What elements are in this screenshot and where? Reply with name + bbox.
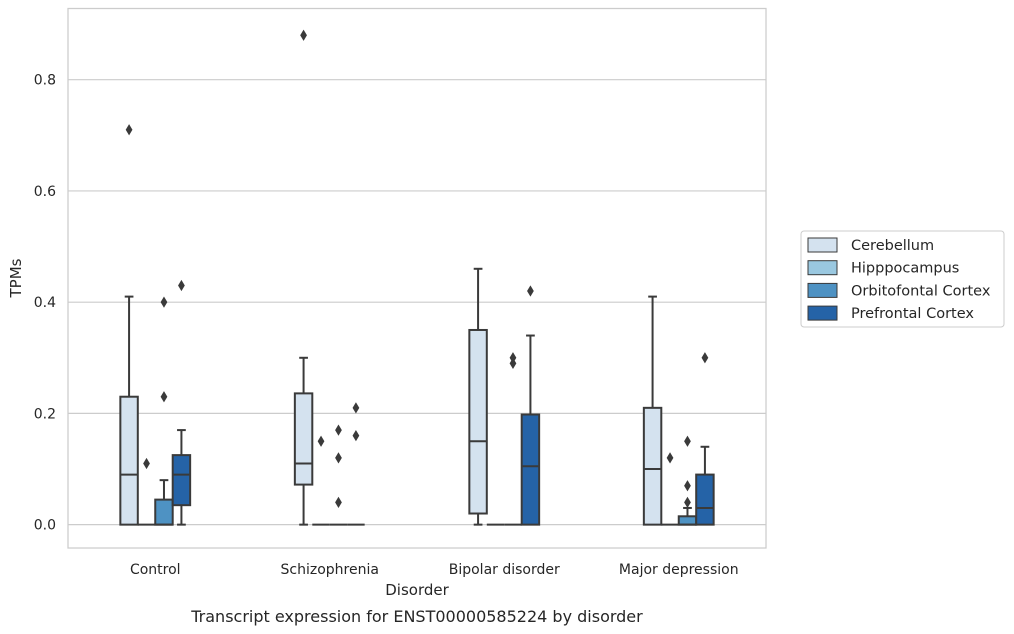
- box-element: [520, 285, 541, 526]
- x-axis-ticks: Control Schizophrenia Bipolar disorder Majo…: [130, 562, 739, 578]
- outlier-point: [125, 124, 133, 136]
- box-body: [520, 413, 541, 526]
- legend-label: Orbitofontal Cortex: [851, 283, 991, 299]
- box-element: [312, 435, 330, 526]
- outlier-point: [143, 457, 150, 470]
- outlier-point: [509, 352, 517, 364]
- outlier-point: [300, 29, 307, 41]
- outlier-point: [160, 391, 168, 403]
- box-element: [642, 295, 663, 526]
- y-axis-label: TPMs: [7, 258, 25, 298]
- outlier-point: [684, 435, 691, 447]
- y-axis-ticks: 0.0 0.2 0.4 0.6 0.8: [34, 73, 56, 534]
- series-group: [171, 279, 715, 526]
- legend-label: Cerebellum: [851, 238, 934, 254]
- box-element: [677, 435, 698, 526]
- box-element: [661, 452, 679, 526]
- chart-caption: Transcript expression for ENST0000058522…: [190, 607, 643, 626]
- box-body: [293, 392, 314, 486]
- box-element: [347, 402, 365, 526]
- box-element: [504, 352, 522, 526]
- x-tick-label: Schizophrenia: [281, 562, 379, 578]
- box-body: [468, 328, 488, 515]
- box-element: [119, 124, 139, 526]
- x-axis-label: Disorder: [385, 581, 449, 599]
- y-tick-label: 0.6: [34, 184, 56, 200]
- outlier-point: [335, 452, 342, 464]
- legend-label: Hipppocampus: [851, 261, 959, 277]
- series-group: [154, 296, 698, 526]
- legend-label: Prefrontal Cortex: [851, 306, 974, 322]
- plot-frame: [67, 7, 767, 549]
- x-tick-label: Control: [130, 562, 181, 578]
- box-body: [119, 395, 139, 526]
- outlier-point: [684, 480, 691, 492]
- box-element: [137, 457, 156, 526]
- outlier-point: [666, 452, 674, 464]
- box-element: [171, 279, 192, 526]
- y-tick-label: 0.8: [34, 73, 56, 89]
- y-tick-label: 0.2: [34, 406, 56, 422]
- box-element: [468, 267, 488, 526]
- outlier-point: [352, 430, 360, 442]
- box-body: [171, 454, 192, 507]
- outlier-point: [335, 424, 342, 436]
- box-body: [154, 498, 174, 526]
- series-group: [137, 435, 679, 526]
- outlier-point: [684, 496, 691, 509]
- outlier-point: [160, 296, 168, 308]
- legend-frame: [800, 230, 1005, 328]
- x-tick-label: Bipolar disorder: [449, 562, 560, 578]
- x-tick-label: Major depression: [619, 562, 739, 578]
- legend-swatch: [807, 260, 838, 276]
- box-element: [293, 29, 314, 526]
- legend-swatch: [807, 237, 838, 253]
- box-element: [695, 352, 715, 526]
- box-body: [695, 473, 715, 526]
- outlier-point: [352, 402, 360, 414]
- outlier-point: [701, 352, 709, 364]
- box-element: [329, 424, 348, 526]
- legend-swatch: [807, 305, 838, 321]
- y-tick-label: 0.0: [34, 518, 56, 534]
- legend: Cerebellum Hipppocampus Orbitofontal Corte…: [800, 230, 1005, 328]
- box-body: [677, 515, 698, 526]
- outlier-point: [178, 279, 185, 292]
- outlier-point: [335, 496, 342, 509]
- box-series: [119, 29, 715, 526]
- outlier-point: [317, 435, 325, 447]
- y-tick-label: 0.4: [34, 295, 56, 311]
- series-group: [119, 29, 663, 526]
- box-element: [154, 296, 174, 526]
- outlier-point: [527, 285, 534, 297]
- box-body: [642, 406, 663, 526]
- legend-swatch: [807, 282, 838, 298]
